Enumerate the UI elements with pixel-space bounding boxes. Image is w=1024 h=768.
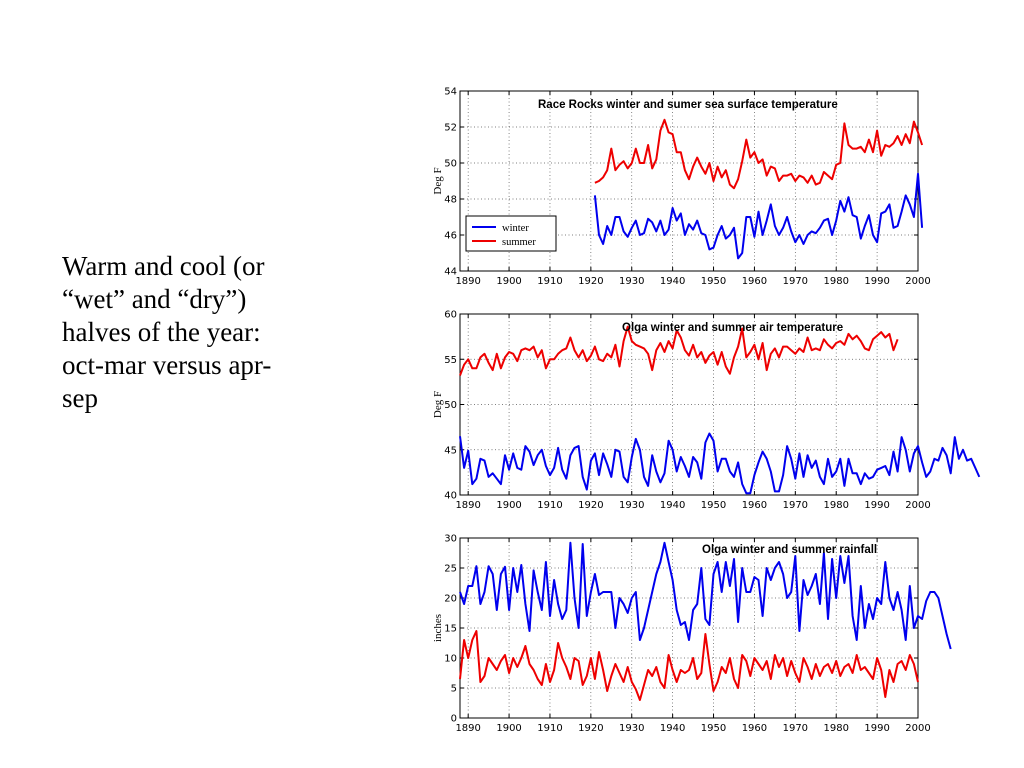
- x-tick-label: 2000: [905, 500, 930, 511]
- x-tick-label: 1900: [496, 276, 521, 287]
- x-tick-label: 1990: [864, 500, 889, 511]
- x-tick-label: 1950: [701, 723, 726, 734]
- x-tick-label: 1960: [742, 723, 767, 734]
- x-tick-label: 1950: [701, 276, 726, 287]
- x-tick-label: 1910: [537, 500, 562, 511]
- x-tick-label: 1930: [619, 723, 644, 734]
- x-tick-label: 1890: [455, 500, 480, 511]
- chart-panel-3: 1890 1900 1910 1920 1930 1940 1950 1960 1970 1980…: [432, 534, 952, 734]
- y-tick-label: 0: [451, 714, 457, 725]
- series-line-summer: [459, 325, 899, 376]
- chart-title: Race Rocks winter and sumer sea surface …: [538, 99, 838, 111]
- x-tick-label: 1890: [455, 276, 480, 287]
- chart-title: Olga winter and summer air temperature: [622, 322, 843, 334]
- legend-box: [465, 215, 557, 252]
- y-tick-label: 48: [444, 195, 457, 206]
- y-tick-label: 50: [444, 400, 457, 411]
- x-tick-label: 1990: [864, 723, 889, 734]
- y-tick-label: 10: [444, 654, 457, 665]
- x-tick-label: 1940: [660, 276, 685, 287]
- chart-panel-1: 1890 1900 1910 1920 1930 1940 1950 1960 1970 1980…: [432, 87, 931, 288]
- x-tick-label: 1960: [742, 276, 767, 287]
- chart-panel-2: 1890 1900 1910 1920 1930 1940 1950 1960 1970 1980…: [432, 310, 981, 511]
- chart-legend: winter summer: [465, 215, 557, 252]
- y-axis-label: Deg F: [432, 391, 444, 418]
- slide-text-line: oct-mar versus apr-: [62, 350, 272, 380]
- x-tick-label: 1950: [701, 500, 726, 511]
- y-tick-label: 25: [444, 564, 457, 575]
- series-line-winter: [459, 432, 981, 495]
- x-tick-label: 1990: [864, 276, 889, 287]
- x-tick-label: 1930: [619, 500, 644, 511]
- series-line-winter: [459, 541, 952, 650]
- x-tick-label: 1920: [578, 276, 603, 287]
- x-tick-label: 1940: [660, 500, 685, 511]
- x-tick-label: 1890: [455, 723, 480, 734]
- x-tick-label: 2000: [905, 723, 930, 734]
- legend-label-summer: summer: [502, 237, 536, 248]
- slide-text: Warm and cool (or “wet” and “dry”) halves …: [62, 250, 334, 415]
- y-tick-label: 50: [444, 159, 457, 170]
- x-tick-label: 1910: [537, 723, 562, 734]
- legend-label-winter: winter: [502, 223, 529, 234]
- x-tick-label: 1970: [783, 723, 808, 734]
- slide-text-line: sep: [62, 383, 98, 413]
- y-axis-label: Deg F: [432, 167, 444, 194]
- y-tick-label: 54: [444, 87, 457, 98]
- x-tick-label: 1980: [823, 500, 848, 511]
- series-line-winter: [593, 172, 924, 260]
- x-tick-label: 1940: [660, 723, 685, 734]
- x-tick-label: 1970: [783, 500, 808, 511]
- y-tick-label: 60: [444, 310, 457, 321]
- x-tick-label: 1930: [619, 276, 644, 287]
- x-tick-label: 2000: [905, 276, 930, 287]
- x-tick-label: 1970: [783, 276, 808, 287]
- y-axis-label: inches: [432, 614, 444, 642]
- y-tick-label: 52: [444, 123, 457, 134]
- series-line-summer: [459, 630, 919, 701]
- y-tick-label: 44: [444, 267, 457, 278]
- x-tick-label: 1980: [823, 723, 848, 734]
- chart-title: Olga winter and summer rainfall: [702, 544, 877, 556]
- x-tick-label: 1900: [496, 723, 521, 734]
- y-tick-label: 46: [444, 231, 457, 242]
- x-tick-label: 1910: [537, 276, 562, 287]
- y-tick-label: 5: [451, 684, 457, 695]
- x-tick-label: 1920: [578, 723, 603, 734]
- slide-text-line: Warm and cool (or: [62, 251, 265, 281]
- slide-text-line: “wet” and “dry”): [62, 284, 247, 314]
- y-tick-label: 30: [444, 534, 457, 545]
- x-tick-label: 1980: [823, 276, 848, 287]
- y-tick-label: 40: [444, 491, 457, 502]
- series-line-summer: [594, 118, 924, 190]
- y-tick-label: 45: [444, 445, 457, 456]
- y-tick-label: 15: [444, 624, 457, 635]
- slide-text-line: halves of the year:: [62, 317, 261, 347]
- y-tick-label: 55: [444, 355, 457, 366]
- y-tick-label: 20: [444, 594, 457, 605]
- x-tick-label: 1920: [578, 500, 603, 511]
- x-tick-label: 1900: [496, 500, 521, 511]
- x-tick-label: 1960: [742, 500, 767, 511]
